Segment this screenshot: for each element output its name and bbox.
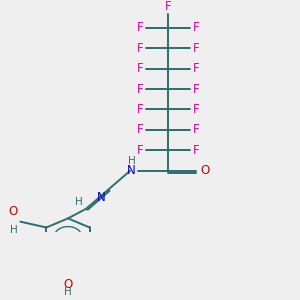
Text: F: F — [136, 123, 143, 136]
Text: O: O — [63, 278, 73, 291]
Text: F: F — [193, 144, 200, 157]
Text: F: F — [193, 42, 200, 55]
Text: H: H — [128, 157, 136, 166]
Text: F: F — [193, 123, 200, 136]
Text: F: F — [193, 62, 200, 75]
Text: F: F — [136, 62, 143, 75]
Text: F: F — [193, 21, 200, 34]
Text: F: F — [136, 21, 143, 34]
Text: F: F — [193, 103, 200, 116]
Text: O: O — [8, 205, 17, 218]
Text: H: H — [10, 225, 17, 235]
Text: F: F — [136, 103, 143, 116]
Text: F: F — [136, 42, 143, 55]
Text: H: H — [75, 197, 83, 207]
Text: F: F — [165, 0, 171, 13]
Text: H: H — [64, 287, 72, 297]
Text: N: N — [127, 164, 136, 177]
Text: F: F — [193, 82, 200, 95]
Text: N: N — [97, 191, 106, 204]
Text: F: F — [136, 82, 143, 95]
Text: O: O — [200, 164, 209, 177]
Text: F: F — [136, 144, 143, 157]
